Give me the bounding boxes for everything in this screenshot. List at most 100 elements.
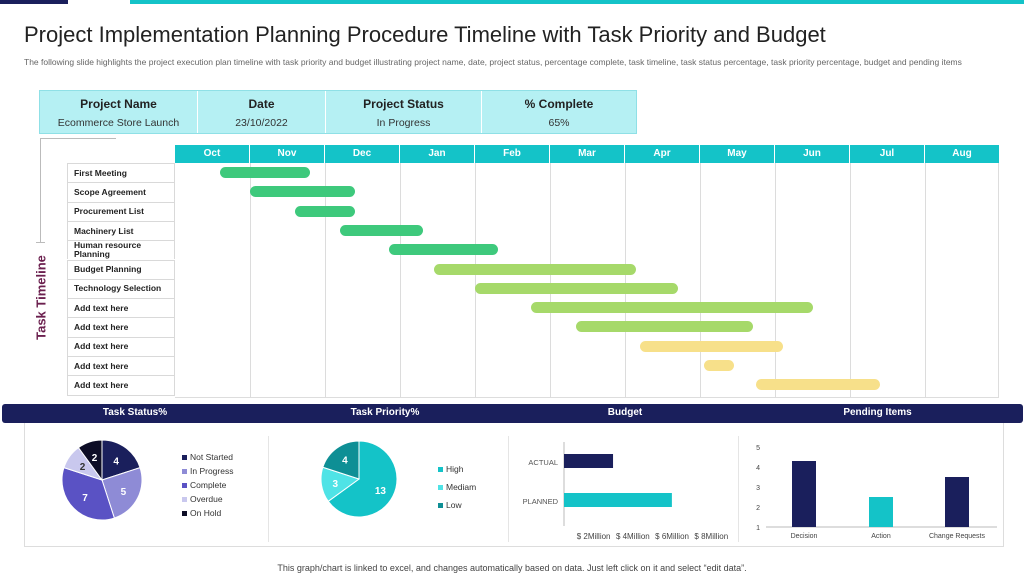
panel-divider	[268, 436, 269, 542]
timeline-axis-title: Task Timeline	[33, 255, 49, 340]
legend-item: On Hold	[182, 506, 233, 520]
task-label: Scope Agreement	[67, 182, 175, 202]
task-status-heading: Task Status%	[102, 407, 168, 418]
task-label: Add text here	[67, 298, 175, 318]
gantt-gridline	[400, 163, 401, 398]
month-header: Nov	[250, 145, 325, 163]
pending-bar	[869, 497, 893, 527]
pie-data-label: 5	[121, 487, 127, 498]
pending-category-label: Decision	[791, 533, 818, 540]
legend-swatch	[438, 502, 443, 508]
legend-swatch	[182, 454, 187, 460]
pending-tick-label: 2	[756, 505, 760, 512]
page-subtitle: The following slide highlights the proje…	[24, 57, 962, 67]
budget-heading: Budget	[607, 407, 643, 418]
pie-slice	[327, 441, 397, 517]
month-header: Feb	[475, 145, 550, 163]
complete-label: % Complete	[524, 97, 594, 111]
task-label: Add text here	[67, 336, 175, 356]
task-label: Human resource Planning	[67, 240, 175, 260]
legend-item: High	[438, 460, 476, 478]
task-status-legend: Not Started In Progress Complete Overdue On …	[182, 450, 233, 520]
month-header: Jun	[775, 145, 850, 163]
budget-tick-label: $ 2Million	[577, 532, 611, 541]
pending-bar	[945, 477, 969, 527]
pending-items-chart: 1 2 3 4 5 Decision Action Change Requests	[756, 445, 997, 540]
budget-bar-chart: ACTUAL PLANNED $ 2Million $ 4Million $ 6Mill…	[523, 442, 728, 541]
complete-cell: % Complete 65%	[482, 91, 636, 133]
task-label: Technology Selection	[67, 278, 175, 299]
budget-tick-label: $ 4Million	[616, 532, 650, 541]
month-header: May	[700, 145, 775, 163]
legend-label: On Hold	[190, 508, 222, 518]
task-bar	[295, 205, 355, 217]
status-value: In Progress	[376, 117, 431, 129]
pie-slice	[101, 440, 141, 481]
pending-tick-label: 5	[756, 445, 760, 452]
month-header: Aug	[925, 145, 1000, 163]
date-cell: Date 23/10/2022	[198, 91, 326, 133]
task-label: Procurement List	[67, 201, 175, 221]
month-header: Jul	[850, 145, 925, 163]
legend-label: In Progress	[190, 466, 234, 476]
gantt-gridline	[850, 163, 851, 398]
legend-swatch	[182, 482, 187, 488]
task-bar	[250, 186, 355, 198]
task-bar	[220, 167, 310, 178]
status-label: Project Status	[363, 97, 444, 111]
budget-category-label: ACTUAL	[528, 458, 558, 467]
pie-slice	[77, 440, 103, 482]
gantt-gridline	[925, 163, 926, 398]
task-label: First Meeting	[67, 163, 175, 183]
task-label: Add text here	[67, 356, 175, 376]
pie-data-label: 2	[92, 453, 98, 464]
task-priority-heading: Task Priority%	[350, 407, 420, 418]
pending-bar	[792, 461, 816, 527]
charts-panel	[24, 423, 1004, 547]
month-header: Oct	[175, 145, 250, 163]
pie-data-label: 7	[82, 493, 88, 504]
budget-tick-label: $ 8Million	[694, 532, 728, 541]
task-bar	[433, 263, 637, 275]
budget-bar	[564, 454, 614, 468]
task-status-pie: 4 5 7 22	[62, 440, 142, 520]
task-bar	[756, 379, 880, 391]
month-header: Apr	[625, 145, 700, 163]
month-header: Jan	[400, 145, 475, 163]
legend-item: Mediam	[438, 478, 476, 496]
date-label: Date	[248, 97, 275, 111]
legend-item: Overdue	[182, 492, 233, 506]
legend-swatch	[182, 468, 187, 474]
task-bar	[640, 340, 783, 352]
pie-data-label: 4	[342, 456, 348, 467]
legend-item: Not Started	[182, 450, 233, 464]
month-header: Mar	[550, 145, 625, 163]
legend-swatch	[438, 466, 443, 472]
task-label: Machinery List	[67, 220, 175, 241]
gantt-gridline	[325, 163, 326, 398]
gantt-gridline	[700, 163, 701, 398]
timeline-bracket-end	[36, 242, 45, 243]
pie-slice	[322, 441, 360, 480]
pie-data-label: 4	[113, 457, 119, 468]
date-value: 23/10/2022	[235, 117, 288, 129]
task-label: Budget Planning	[67, 259, 175, 279]
pending-tick-label: 4	[756, 465, 760, 472]
top-accent-line	[0, 0, 1024, 4]
legend-swatch	[438, 484, 443, 490]
pie-data-label: 3	[333, 479, 339, 490]
gantt-gridline	[775, 163, 776, 398]
status-cell: Project Status In Progress	[326, 91, 482, 133]
task-priority-legend: High Mediam Low	[438, 460, 476, 514]
task-priority-pie: 13 3 4	[321, 441, 397, 517]
legend-label: High	[446, 464, 464, 474]
legend-label: Not Started	[190, 452, 233, 462]
section-header-band	[2, 404, 1023, 423]
legend-swatch	[182, 496, 187, 502]
gantt-gridline	[475, 163, 476, 398]
legend-label: Low	[446, 500, 462, 510]
task-bar	[475, 282, 678, 294]
task-bar	[531, 302, 813, 314]
pending-category-label: Action	[871, 533, 891, 540]
month-header: Dec	[325, 145, 400, 163]
